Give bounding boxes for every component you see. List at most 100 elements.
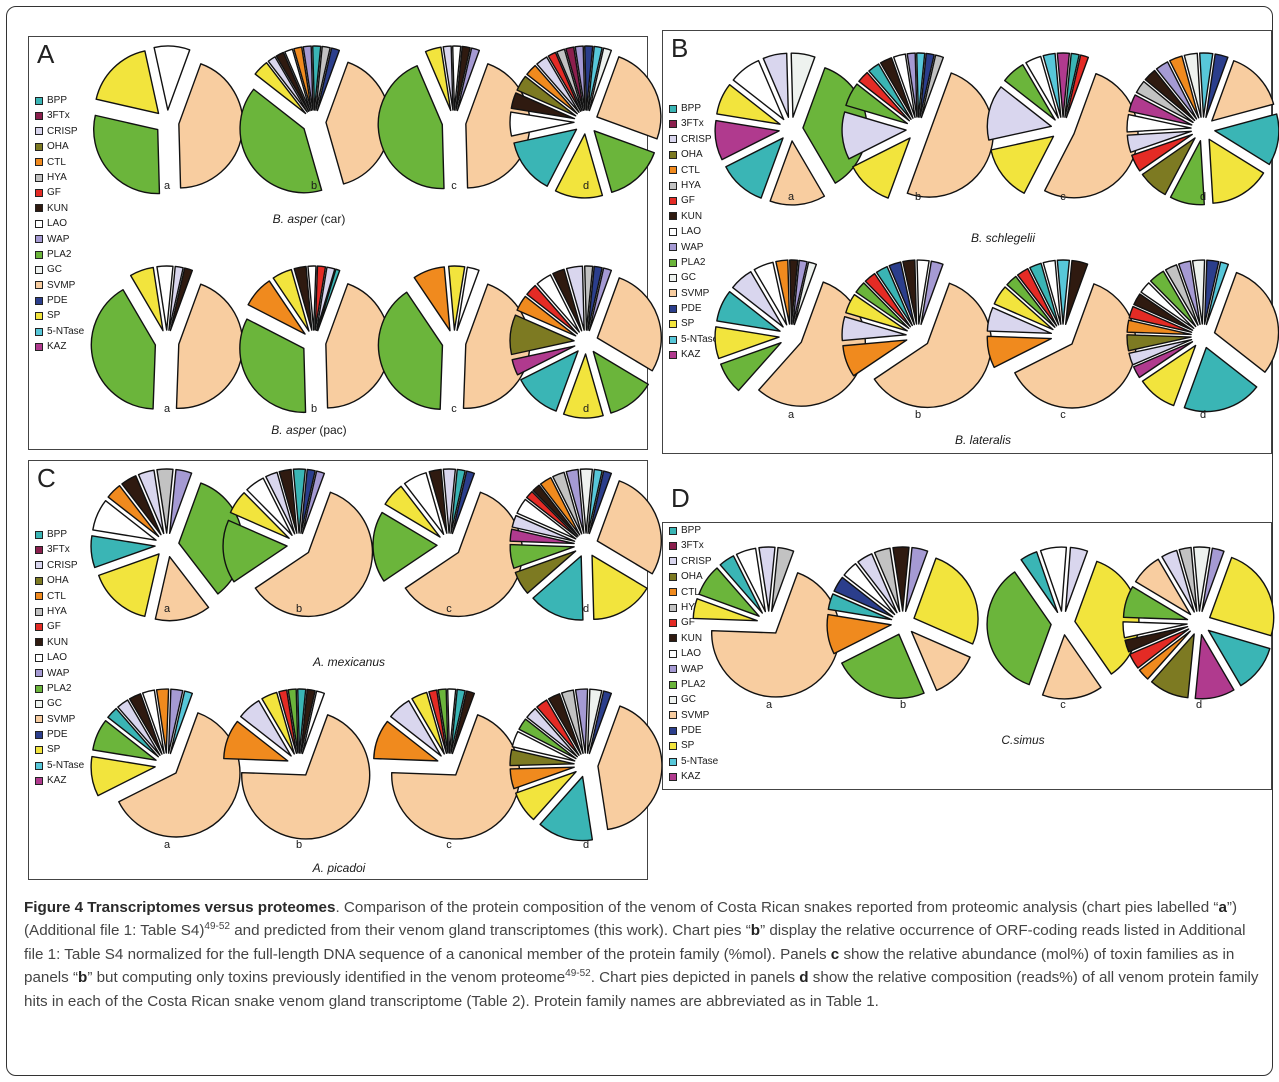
pie-slice-ctl [775, 259, 791, 325]
pie-slice-lao [735, 547, 767, 613]
legend-item: SP [669, 738, 718, 753]
pie-slice-kun [879, 57, 914, 119]
pie-slice-pla2 [90, 289, 157, 410]
pie-slice-pla2 [1006, 275, 1056, 328]
legend-label: OHA [47, 575, 69, 587]
pie-slice-3ftx [565, 46, 585, 111]
legend-item: 5-NTase [669, 754, 718, 769]
pie-slice-kun [128, 693, 163, 755]
pie-slice-svmp [711, 572, 841, 698]
legend-swatch [35, 265, 43, 274]
pie-slice-bpp [539, 775, 594, 842]
legend-item: BPP [669, 101, 718, 116]
pie-slice-svmp [404, 491, 524, 618]
pie-label: d [1195, 699, 1203, 711]
legend-label: LAO [681, 226, 702, 238]
caption-title: Figure 4 Transcriptomes versus proteomes [24, 899, 336, 916]
pie-slice-sp [261, 691, 295, 755]
pie-chart [509, 468, 662, 621]
pie-slice-lao [1039, 546, 1068, 612]
pie-slice-lao [1122, 621, 1188, 639]
species-label: B. asper (car) [272, 212, 346, 226]
legend-swatch [669, 772, 677, 781]
pie-label: c [446, 603, 452, 615]
pie-chart [1126, 259, 1279, 413]
pie-slice-kun [300, 688, 316, 754]
pie-slice-svmp [1213, 271, 1279, 373]
pie-slice-svmp [873, 282, 993, 409]
pie-chart [841, 259, 993, 409]
pie-chart [90, 265, 244, 410]
legend-swatch [35, 342, 43, 351]
legend-swatch [35, 235, 43, 244]
pie-slice-kaz [509, 528, 575, 545]
pie-slice-svmp [758, 281, 866, 407]
legend-item: HYA [35, 170, 84, 185]
pie-label: c [1060, 699, 1066, 711]
pie-slice-sp [714, 326, 780, 360]
legend-swatch [35, 669, 43, 678]
pie-slice-ctl [1126, 319, 1192, 336]
legend-label: CTL [47, 590, 66, 602]
pie-slice-lao [92, 500, 157, 541]
pie-slice-svmp [1134, 558, 1192, 616]
legend-item: SP [35, 742, 84, 757]
pie-slice-lao [1126, 113, 1192, 133]
pie-slice-bpp [875, 265, 913, 327]
legend-label: 3FTx [681, 540, 704, 552]
pie-slice-pla2 [92, 720, 157, 761]
legend-label: KAZ [681, 771, 701, 783]
pie-slice-kaz [1128, 94, 1193, 126]
pie-slice-ctl [539, 476, 581, 536]
pie-slice-crisp [762, 52, 790, 118]
pie-slice-crisp [841, 315, 907, 342]
legend-item: PDE [35, 727, 84, 742]
pie-slice-5-ntase [916, 52, 926, 118]
pie-chart [986, 52, 1139, 199]
pie-slice-gc [579, 468, 594, 534]
pie-chart [1126, 52, 1279, 206]
pie-slice-bpp [450, 688, 466, 754]
pie-slice-pla2 [1122, 586, 1189, 621]
legend-label: GF [681, 617, 695, 629]
legend-swatch [35, 189, 43, 198]
pie-label: b [310, 403, 318, 415]
legend-item: SVMP [35, 712, 84, 727]
pie-slice-crisp [986, 306, 1053, 335]
legend-item: SVMP [669, 286, 718, 301]
legend-swatch [35, 530, 43, 539]
pie-slice-pla2 [720, 342, 782, 392]
pie-chart [986, 546, 1140, 700]
pie-slice-ctl [516, 295, 577, 337]
pie-slice-sp [591, 554, 648, 621]
pie-slice-wap [588, 267, 613, 332]
legend-item: OHA [669, 569, 718, 584]
pie-chart [509, 45, 662, 199]
pie-chart [372, 468, 524, 618]
pie-slice-pla2 [437, 688, 449, 754]
pie-label: c [1060, 191, 1066, 203]
pie-slice-hya [1164, 264, 1199, 326]
pie-slice-pla2 [593, 130, 655, 194]
pie-slice-bpp [1064, 52, 1080, 118]
pie-slice-pla2 [845, 83, 909, 125]
pie-slice-bpp [827, 593, 893, 621]
pie-slice-gf [1128, 305, 1193, 333]
pie-slice-crisp [265, 471, 296, 535]
legend-swatch [35, 761, 43, 770]
legend-label: BPP [47, 95, 68, 106]
figure-caption: Figure 4 Transcriptomes versus proteomes… [24, 899, 1259, 1010]
pie-slice-bpp [317, 268, 341, 332]
legend-label: BPP [681, 103, 702, 114]
legend-item: LAO [35, 650, 84, 665]
pie-slice-pla2 [93, 114, 161, 195]
legend-swatch [669, 135, 677, 144]
legend-label: HYA [47, 605, 67, 617]
legend-item: KAZ [35, 339, 84, 354]
pie-slice-pla2 [1169, 140, 1205, 206]
pie-slice-crisp [732, 271, 784, 328]
legend-swatch [669, 603, 677, 612]
pie-slice-ctl [986, 335, 1052, 369]
pie-slice-gf [314, 265, 327, 331]
pie-slice-wap [906, 52, 918, 118]
